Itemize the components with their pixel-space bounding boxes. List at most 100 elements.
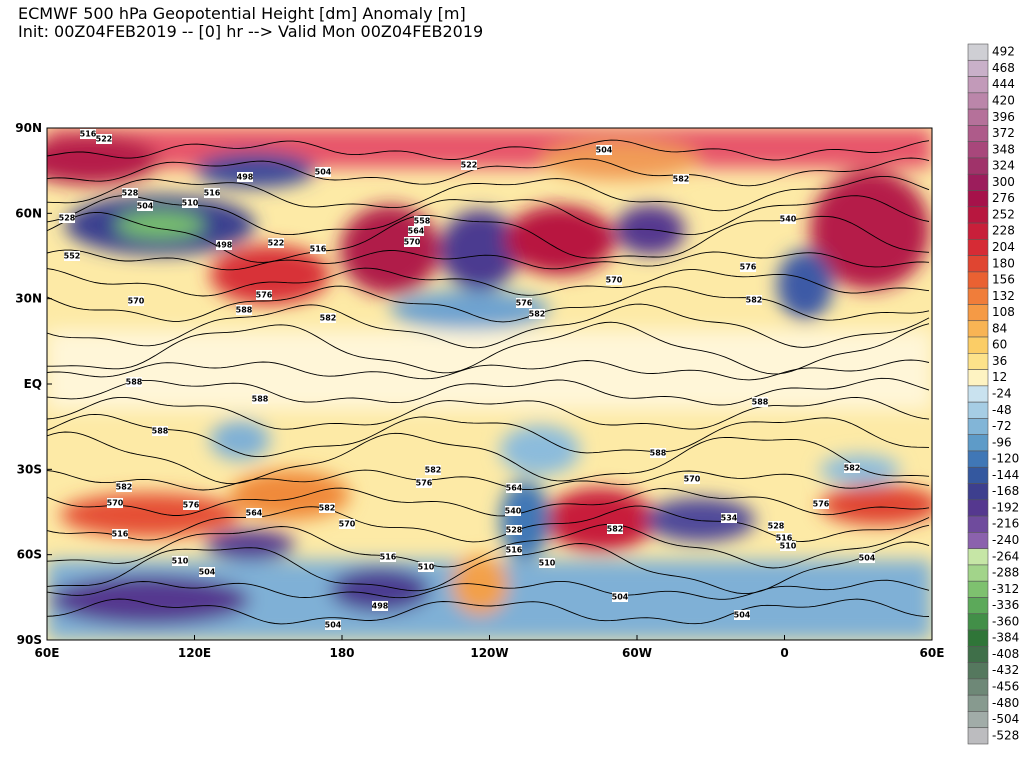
lat-label: EQ [24,377,42,391]
contour-label-bg [236,305,252,315]
contour-label-bg [516,298,532,308]
contour-label: 582 [529,310,546,319]
contour-label-bg [746,295,762,305]
colorbar-label: 420 [992,93,1015,107]
colorbar-swatch [967,59,989,77]
colorbar-label: -384 [992,631,1019,645]
colorbar-swatch [967,76,989,94]
lon-label: 60E [35,646,60,660]
title: ECMWF 500 hPa Geopotential Height [dm] A… [18,4,466,23]
contour-label-bg [128,296,144,306]
contour-label: 588 [752,398,769,407]
colorbar-label: -288 [992,566,1019,580]
colorbar-swatch [967,613,989,631]
contour-label: 504 [315,168,332,177]
contour-label: 516 [506,546,523,555]
colorbar-label: -360 [992,614,1019,628]
lon-label: 180 [329,646,354,660]
contour-line [47,487,930,517]
colorbar-swatch [967,92,989,110]
colorbar-label: -480 [992,696,1019,710]
colorbar-swatch [967,418,989,435]
contour-label: 516 [80,130,97,139]
contour-label: 570 [339,520,356,529]
contour-label-bg [96,134,112,144]
lat-label: 30N [15,292,42,306]
contour-label-bg [740,262,756,272]
colorbar-swatch [967,353,989,370]
contour-label-bg [752,397,768,407]
contour-line [47,175,930,212]
colorbar-label: -72 [992,419,1012,433]
colorbar-swatch [967,320,989,338]
contour-label: 510 [418,563,435,572]
colorbar-swatch [967,629,989,647]
contour-label: 522 [96,135,113,144]
colorbar-label: -120 [992,452,1019,466]
colorbar-label: 444 [992,77,1015,91]
colorbar-label: 204 [992,240,1015,254]
colorbar-swatch [967,239,989,256]
contour-label: 582 [116,483,133,492]
colorbar-swatch [967,434,989,452]
contour-label-bg [183,500,199,510]
contour-label-bg [216,240,232,250]
contour-label-bg [506,525,522,535]
lat-label: 60S [17,548,42,562]
colorbar-swatch [967,287,989,305]
contour-label: 570 [107,499,124,508]
colorbar-swatch [967,336,989,354]
contour-label-bg [461,160,477,170]
contour-line [47,413,930,458]
contour-label-bg [172,556,188,566]
contour-label-bg [813,499,829,509]
contour-label: 582 [319,504,336,513]
contour-label-bg [137,201,153,211]
contour-label-bg [310,244,326,254]
contour-label-bg [596,145,612,155]
colorbar-swatch [967,662,989,680]
lat-label: 60N [15,206,42,220]
colorbar-label: 12 [992,370,1007,384]
contour-label-bg [237,172,253,182]
contour-label: 588 [126,378,143,387]
contour-label: 516 [204,189,221,198]
contour-label: 510 [780,542,797,551]
colorbar-label: 228 [992,224,1015,238]
lon-label: 120E [178,646,211,660]
lat-label: 90S [17,633,42,647]
colorbar-swatch [967,466,989,484]
colorbar-label: 60 [992,338,1007,352]
contour-label-bg [607,524,623,534]
contour-line [47,523,930,569]
contour-label: 582 [844,464,861,473]
contour-label-bg [404,237,420,247]
contour-label: 516 [380,553,397,562]
contour-label-bg [505,506,521,516]
colorbar-swatch [967,597,989,615]
contour-label-bg [116,482,132,492]
contour-line [47,469,930,491]
colorbar-swatch [967,141,989,159]
contour-label: 498 [372,602,389,611]
colorbar-label: -504 [992,712,1019,726]
lon-label: 0 [780,646,788,660]
contour-label-bg [684,474,700,484]
contour-label-bg [529,309,545,319]
contour-label: 576 [516,299,533,308]
contour-label-bg [408,226,424,236]
contour-label: 558 [414,217,431,226]
colorbar-swatch [967,173,989,191]
contour-label: 528 [506,526,523,535]
contour-label: 540 [505,507,522,516]
lon-label: 60W [622,646,652,660]
contour-label-bg [199,567,215,577]
colorbar-label: 180 [992,256,1015,270]
contour-label: 510 [182,199,199,208]
contour-label-bg [418,562,434,572]
contour-label: 504 [859,554,876,563]
contour-label: 576 [740,263,757,272]
